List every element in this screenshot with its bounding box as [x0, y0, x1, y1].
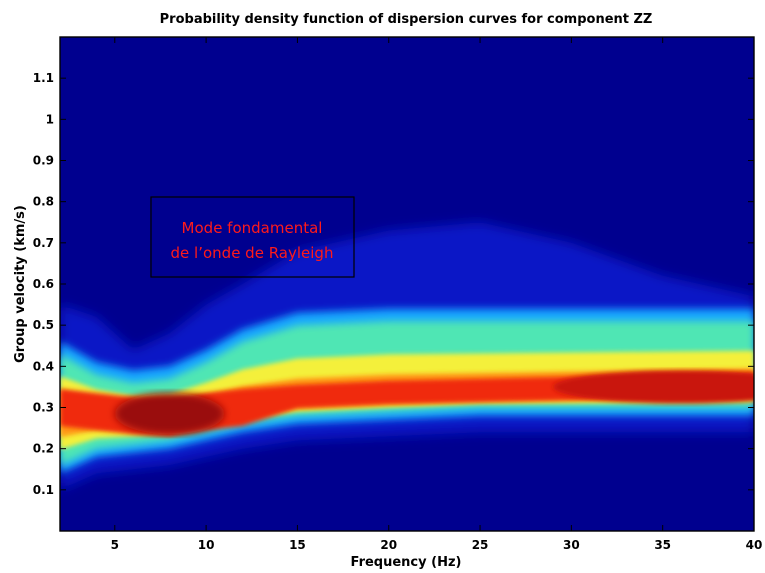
x-tick-label: 20 — [380, 538, 397, 552]
y-tick-label: 1.1 — [33, 71, 54, 85]
y-tick-label: 0.2 — [33, 442, 54, 456]
x-tick-label: 40 — [746, 538, 763, 552]
annotation-frame — [150, 196, 355, 278]
density-layers — [60, 222, 754, 490]
y-tick-label: 0.1 — [33, 483, 54, 497]
density-peak-high-frequency — [553, 370, 754, 404]
y-tick-label: 0.3 — [33, 401, 54, 415]
y-axis-label: Group velocity (km/s) — [13, 205, 28, 363]
x-tick-label: 35 — [654, 538, 671, 552]
annotation-box: Mode fondamental de l’onde de Rayleigh — [150, 196, 355, 278]
density-peak — [114, 393, 225, 435]
y-tick-label: 0.5 — [33, 318, 54, 332]
y-tick-label: 1 — [46, 112, 54, 126]
y-tick-label: 0.7 — [33, 236, 54, 250]
y-tick-label: 0.4 — [33, 359, 54, 373]
y-tick-label: 0.8 — [33, 195, 54, 209]
x-tick-label: 10 — [198, 538, 215, 552]
x-tick-label: 15 — [289, 538, 306, 552]
y-tick-label: 0.6 — [33, 277, 54, 291]
annotation-line-2: de l’onde de Rayleigh — [171, 244, 334, 262]
x-tick-label: 25 — [472, 538, 489, 552]
x-tick-label: 30 — [563, 538, 580, 552]
x-axis: 5 10 15 20 25 30 35 40 — [111, 37, 763, 552]
annotation-line-1: Mode fondamental — [182, 219, 323, 237]
x-axis-label: Frequency (Hz) — [351, 555, 462, 569]
y-tick-label: 0.9 — [33, 154, 54, 168]
chart-title: Probability density function of dispersi… — [160, 12, 653, 27]
y-axis: 0.1 0.2 0.3 0.4 0.5 0.6 0.7 0.8 0.9 1 1.1 — [33, 71, 754, 497]
x-tick-label: 5 — [111, 538, 119, 552]
